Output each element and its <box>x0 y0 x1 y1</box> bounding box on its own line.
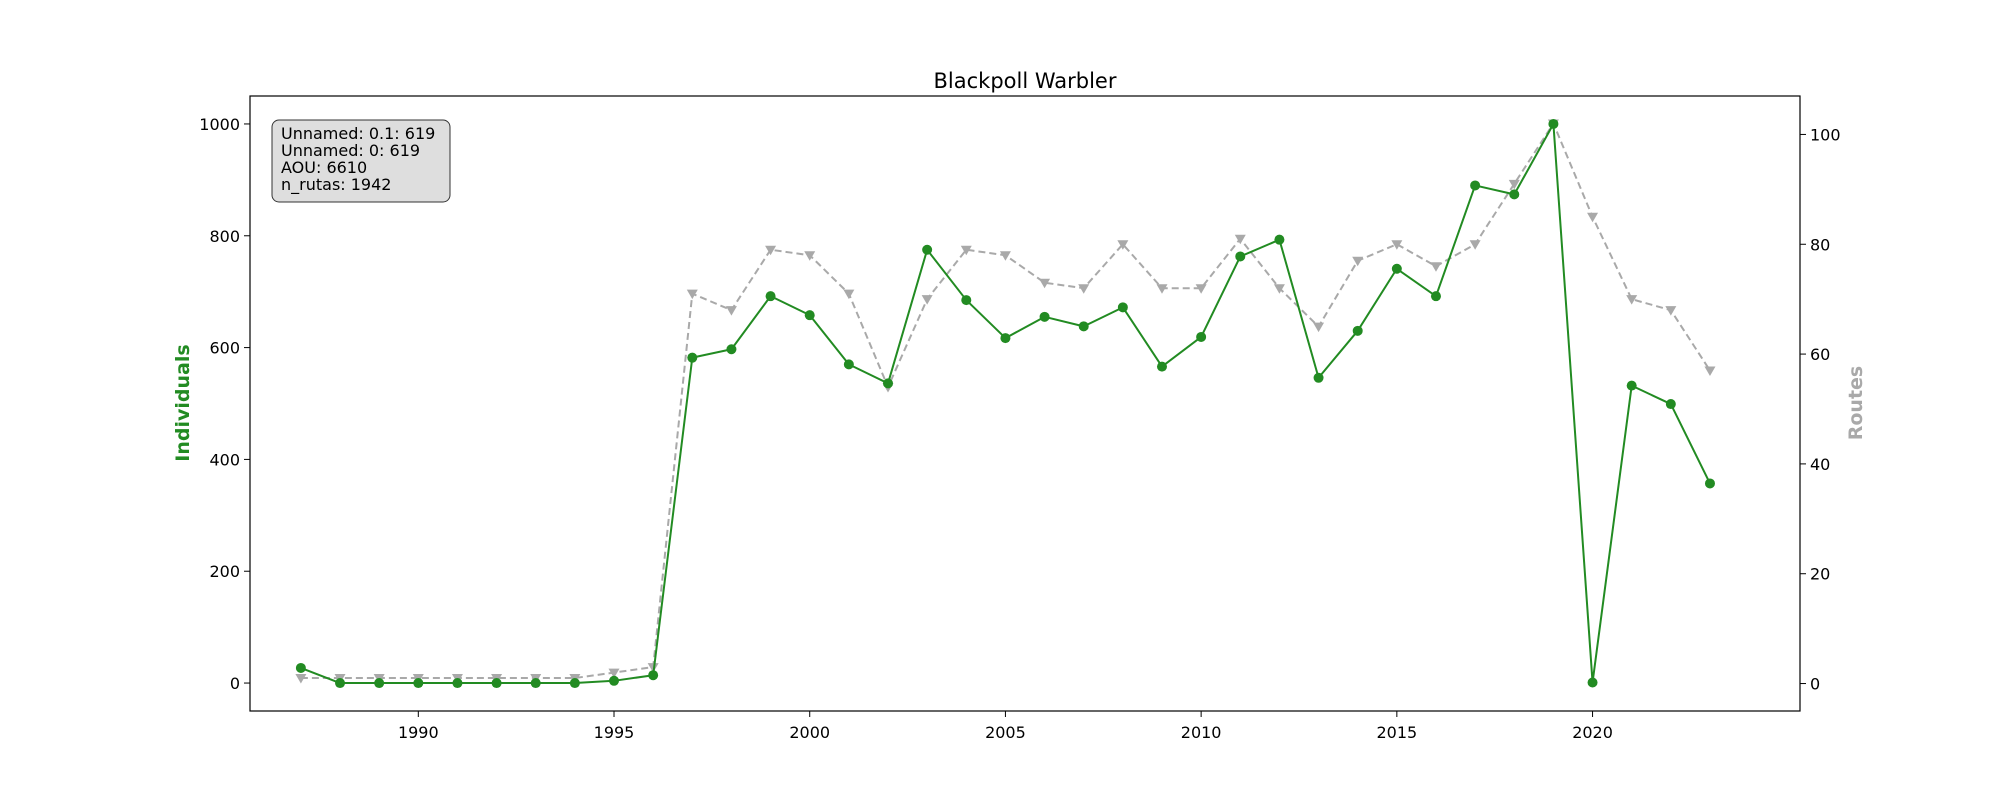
routes-point <box>843 289 855 300</box>
individuals-point <box>1665 399 1676 410</box>
individuals-point <box>1587 677 1598 688</box>
y-left-tick-label: 0 <box>230 674 240 693</box>
routes-point <box>686 289 698 300</box>
routes-point <box>1704 366 1716 377</box>
x-tick-label: 2000 <box>789 723 830 742</box>
series-routes <box>295 119 1716 684</box>
info-box-line: AOU: 6610 <box>281 158 367 177</box>
info-box: Unnamed: 0.1: 619 Unnamed: 0: 619 AOU: 6… <box>271 119 451 203</box>
individuals-point <box>374 678 385 689</box>
routes-point <box>1430 262 1442 272</box>
x-tick-label: 2010 <box>1181 723 1222 742</box>
y-axis-right-label: Routes <box>1845 366 1867 441</box>
individuals-point <box>1313 372 1324 383</box>
routes-point <box>1313 322 1325 333</box>
individuals-point <box>804 310 815 321</box>
individuals-point <box>1548 118 1559 129</box>
info-box-line: n_rutas: 1942 <box>281 175 391 195</box>
y-left-tick-label: 800 <box>209 227 240 246</box>
individuals-point <box>1000 333 1011 344</box>
individuals-point <box>335 678 346 689</box>
individuals-point <box>1470 180 1481 191</box>
x-tick-label: 2005 <box>985 723 1026 742</box>
y-right-tick-label: 40 <box>1810 455 1830 474</box>
routes-point <box>765 245 777 256</box>
routes-point <box>804 251 816 261</box>
y-axis-left-label: Individuals <box>172 344 194 461</box>
routes-point <box>1508 179 1520 190</box>
y-right-tick-label: 20 <box>1810 565 1830 584</box>
routes-point <box>295 674 307 684</box>
series-individuals <box>295 118 1715 689</box>
info-box-line: Unnamed: 0.1: 619 <box>281 124 435 143</box>
individuals-point <box>1509 189 1520 200</box>
individuals-point <box>491 678 502 689</box>
y-left-tick-label: 600 <box>209 339 240 358</box>
individuals-point <box>1078 321 1089 332</box>
y-right-tick-label: 60 <box>1810 345 1830 364</box>
y-left-tick-label: 200 <box>209 562 240 581</box>
individuals-point <box>609 675 620 686</box>
routes-point <box>960 245 972 256</box>
individuals-point <box>1117 302 1128 313</box>
routes-point <box>1391 240 1403 250</box>
individuals-point <box>1626 380 1637 391</box>
individuals-point <box>1196 331 1207 342</box>
individuals-point <box>569 678 580 689</box>
routes-point <box>1234 234 1246 245</box>
y-right-tick-label: 80 <box>1810 235 1830 254</box>
individuals-point <box>1156 361 1167 372</box>
routes-point <box>1626 295 1638 305</box>
routes-point <box>921 295 933 305</box>
routes-point <box>1078 284 1090 294</box>
individuals-point <box>648 670 659 681</box>
routes-point <box>1587 212 1599 223</box>
individuals-point <box>726 344 737 355</box>
individuals-point <box>883 378 894 389</box>
routes-point <box>1117 240 1129 250</box>
y-axis-right: 0 20 40 60 80 100 <box>1800 125 1841 694</box>
individuals-point <box>1352 325 1363 336</box>
individuals-point <box>295 662 306 673</box>
y-left-tick-label: 1000 <box>199 115 240 134</box>
individuals-point <box>1704 478 1715 489</box>
x-tick-label: 1990 <box>398 723 439 742</box>
routes-point <box>1156 284 1168 294</box>
x-tick-label: 2020 <box>1572 723 1613 742</box>
routes-point <box>725 306 737 316</box>
routes-point <box>1469 240 1481 250</box>
y-axis-left: 0 200 400 600 800 1000 <box>199 115 250 693</box>
individuals-point <box>1039 311 1050 322</box>
y-right-tick-label: 100 <box>1810 125 1841 144</box>
individuals-point <box>452 678 463 689</box>
individuals-point <box>765 291 776 302</box>
individuals-point <box>1391 263 1402 274</box>
individuals-point <box>1235 251 1246 262</box>
individuals-point <box>687 352 698 363</box>
info-box-background <box>271 119 451 203</box>
x-axis: 1990 1995 2000 2005 2010 2015 2020 <box>398 711 1613 742</box>
individuals-point <box>1274 234 1285 245</box>
individuals-point <box>922 244 933 255</box>
routes-point <box>1352 256 1364 267</box>
plot-area <box>249 95 1801 712</box>
info-box-line: Unnamed: 0: 619 <box>281 141 420 160</box>
individuals-point <box>843 359 854 370</box>
routes-point <box>1195 284 1207 294</box>
individuals-point <box>530 678 541 689</box>
individuals-point <box>1430 291 1441 302</box>
y-left-tick-label: 400 <box>209 450 240 469</box>
chart-title: Blackpoll Warbler <box>934 69 1117 93</box>
x-tick-label: 2015 <box>1376 723 1417 742</box>
routes-point <box>999 251 1011 261</box>
individuals-point <box>413 678 424 689</box>
routes-point <box>1665 306 1677 316</box>
individuals-point <box>961 295 972 306</box>
y-right-tick-label: 0 <box>1810 675 1820 694</box>
routes-point <box>608 668 620 679</box>
x-tick-label: 1995 <box>594 723 635 742</box>
routes-point <box>1273 284 1285 294</box>
routes-point <box>1039 278 1051 289</box>
